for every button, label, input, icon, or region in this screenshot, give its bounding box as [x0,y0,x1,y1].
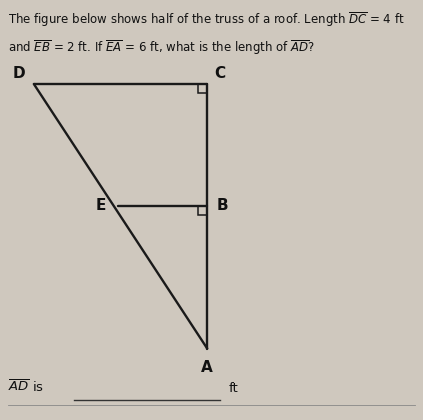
Text: D: D [13,66,25,81]
Text: C: C [214,66,225,81]
Text: and $\overline{EB}$ = 2 ft. If $\overline{EA}$ = 6 ft, what is the length of $\o: and $\overline{EB}$ = 2 ft. If $\overlin… [8,38,316,57]
Text: B: B [216,198,228,213]
Text: $\overline{AD}$ is: $\overline{AD}$ is [8,378,44,395]
Text: The figure below shows half of the truss of a roof. Length $\overline{DC}$ = 4 f: The figure below shows half of the truss… [8,10,405,29]
Text: ft: ft [228,382,238,395]
Text: E: E [96,198,106,213]
Text: A: A [201,360,213,375]
